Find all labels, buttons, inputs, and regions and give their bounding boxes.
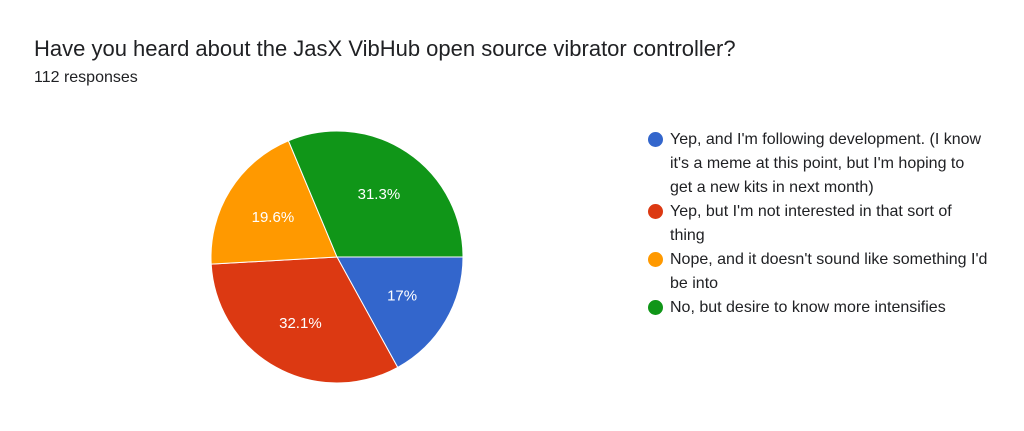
legend-color-dot bbox=[648, 252, 663, 267]
legend-color-dot bbox=[648, 132, 663, 147]
slice-percent-label: 19.6% bbox=[252, 209, 295, 226]
legend-color-dot bbox=[648, 204, 663, 219]
legend-label: Yep, but I'm not interested in that sort… bbox=[670, 203, 952, 244]
legend-item[interactable]: Yep, but I'm not interested in that sort… bbox=[648, 200, 988, 248]
slice-percent-label: 32.1% bbox=[279, 315, 322, 332]
pie-slice[interactable] bbox=[210, 140, 338, 265]
legend-color-dot bbox=[648, 300, 663, 315]
legend-item[interactable]: No, but desire to know more intensifies bbox=[648, 296, 988, 320]
pie-slice[interactable] bbox=[336, 256, 464, 369]
response-count: 112 responses bbox=[34, 69, 138, 86]
legend-label: Yep, and I'm following development. (I k… bbox=[670, 131, 982, 196]
legend-item[interactable]: Yep, and I'm following development. (I k… bbox=[648, 128, 988, 200]
slice-percent-label: 17% bbox=[387, 288, 417, 305]
pie-slice[interactable] bbox=[287, 130, 464, 258]
chart-legend: Yep, and I'm following development. (I k… bbox=[648, 128, 988, 320]
pie-slice[interactable] bbox=[210, 256, 399, 384]
legend-label: Nope, and it doesn't sound like somethin… bbox=[670, 251, 988, 292]
slice-percent-label: 31.3% bbox=[358, 186, 401, 203]
chart-title: Have you heard about the JasX VibHub ope… bbox=[34, 36, 736, 61]
legend-label: No, but desire to know more intensifies bbox=[670, 299, 946, 316]
legend-item[interactable]: Nope, and it doesn't sound like somethin… bbox=[648, 248, 988, 296]
